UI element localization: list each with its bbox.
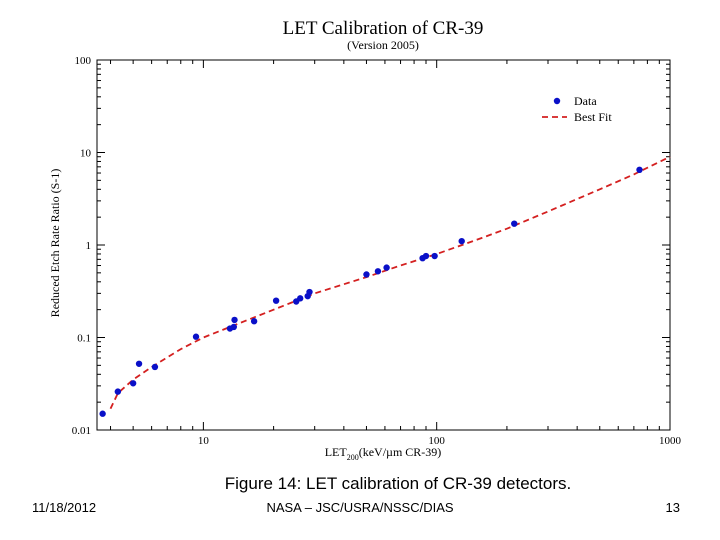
data-point — [272, 297, 280, 304]
data-point — [422, 252, 430, 260]
chart: LET Calibration of CR-39 (Version 2005) … — [48, 18, 682, 462]
y-tick-label: 1 — [86, 240, 92, 252]
footer-organization: NASA – JSC/USRA/NSSC/DIAS — [0, 500, 720, 515]
data-point — [114, 388, 122, 395]
footer-date: 11/18/2012 — [32, 500, 97, 515]
chart-subtitle: (Version 2005) — [347, 38, 419, 52]
data-point — [230, 323, 237, 331]
data-point — [636, 166, 643, 174]
data-point — [151, 363, 159, 371]
legend-fit-label: Best Fit — [574, 110, 612, 124]
x-tick-label: 10 — [198, 435, 210, 447]
figure-caption-text: Figure 14: LET calibration of CR-39 dete… — [224, 474, 572, 493]
y-tick-label: 0.1 — [77, 333, 91, 345]
data-point — [135, 360, 143, 367]
legend-data-label: Data — [574, 94, 597, 108]
footer-organization-text: NASA – JSC/USRA/NSSC/DIAS — [266, 500, 454, 515]
data-point — [296, 295, 304, 302]
data-point — [511, 220, 518, 227]
x-tick-label: 1000 — [659, 435, 682, 447]
x-axis-label-subscript: 200 — [347, 453, 359, 462]
data-point — [458, 237, 465, 245]
figure-caption: Figure 14: LET calibration of CR-39 dete… — [0, 474, 720, 494]
best-fit-line — [109, 155, 671, 410]
chart-title: LET Calibration of CR-39 — [283, 18, 484, 39]
y-tick-label: 100 — [75, 55, 92, 67]
x-axis-label: LET200(keV/µm CR-39) — [325, 445, 442, 462]
x-tick-label: 100 — [428, 435, 445, 447]
x-axis-label-main: LET — [325, 445, 348, 459]
y-tick-label: 10 — [80, 148, 92, 160]
data-point — [374, 268, 382, 275]
data-point — [250, 318, 258, 325]
data-point — [363, 271, 370, 278]
data-point — [192, 333, 200, 340]
data-point — [431, 252, 438, 260]
y-axis-label: Reduced Etch Rate Ratio (S-1) — [48, 169, 62, 318]
data-point — [99, 410, 106, 417]
y-tick-label: 0.01 — [72, 425, 91, 437]
legend-data-marker — [553, 97, 561, 105]
data-point — [306, 288, 313, 296]
x-axis-label-units: (keV/µm CR-39) — [359, 445, 442, 459]
data-point — [383, 264, 390, 271]
data-point — [129, 380, 137, 387]
data-point — [231, 316, 238, 324]
footer-page-number: 13 — [665, 500, 680, 515]
